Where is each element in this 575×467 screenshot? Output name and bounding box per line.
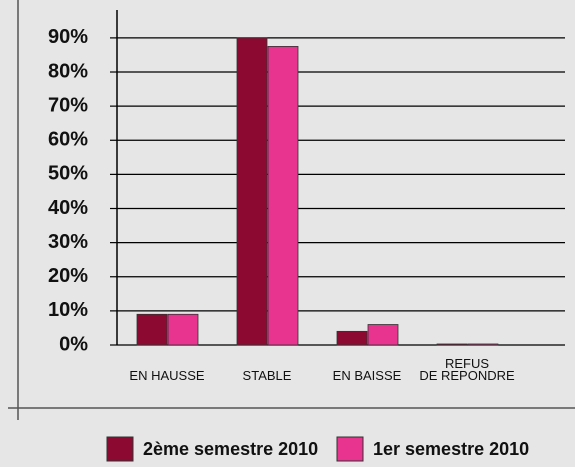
y-tick-label: 60% — [48, 129, 88, 151]
bar — [336, 330, 368, 346]
y-tick-label: 20% — [48, 265, 88, 287]
x-tick-label: REFUS DE REPONDRE — [419, 356, 515, 383]
y-tick-label: 30% — [48, 231, 88, 253]
x-tick-label: EN HAUSSE — [129, 368, 205, 383]
bar — [136, 313, 168, 346]
bar — [236, 37, 268, 346]
legend-swatch — [106, 436, 134, 462]
legend-label: 1er semestre 2010 — [373, 439, 529, 459]
y-tick-label: 80% — [48, 60, 88, 82]
y-tick-label: 0% — [59, 333, 88, 355]
legend-label: 2ème semestre 2010 — [143, 439, 318, 459]
x-tick-label: EN BAISSE — [332, 368, 402, 383]
x-tick-label: STABLE — [242, 368, 292, 383]
y-tick-label: 10% — [48, 299, 88, 321]
y-tick-label: 70% — [48, 94, 88, 116]
bar — [367, 324, 399, 346]
y-tick-label: 50% — [48, 163, 88, 185]
bar — [467, 343, 499, 346]
bar — [436, 343, 468, 346]
legend-swatch — [336, 436, 364, 462]
y-tick-label: 90% — [48, 26, 88, 48]
y-tick-label: 40% — [48, 197, 88, 219]
bar — [267, 46, 299, 346]
bar — [167, 313, 199, 346]
